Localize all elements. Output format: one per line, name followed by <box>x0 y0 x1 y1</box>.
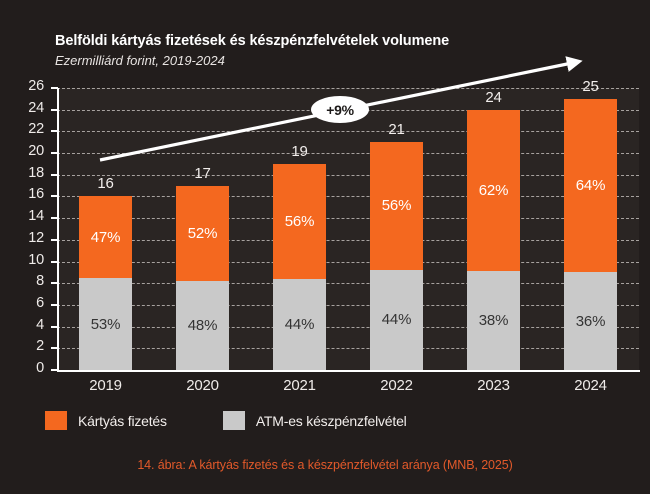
chart-subtitle: Ezermilliárd forint, 2019-2024 <box>55 53 225 68</box>
x-axis-line <box>57 370 640 372</box>
stacked-bar[interactable]: 47% 53% <box>79 196 132 370</box>
gridline <box>57 218 639 220</box>
bar-segment-label: 47% <box>90 228 121 246</box>
y-tick-label: 16 <box>28 186 44 203</box>
bar-total-label: 16 <box>97 175 114 193</box>
gridline <box>57 348 639 350</box>
y-tick-label: 14 <box>28 208 44 225</box>
stacked-bar[interactable]: 56% 44% <box>370 142 423 370</box>
x-tick-label-2023: 2023 <box>477 377 510 394</box>
bar-segment-label: 62% <box>478 181 509 199</box>
y-tick-mark <box>51 282 58 285</box>
legend-label: Kártyás fizetés <box>78 412 167 429</box>
y-tick-label: 22 <box>28 121 44 138</box>
y-tick-mark <box>51 195 58 198</box>
stacked-bar[interactable]: 52% 48% <box>176 185 229 370</box>
y-axis-line <box>57 88 59 371</box>
bar-segment-atm-withdrawal[interactable]: 38% <box>467 271 520 370</box>
y-tick-mark <box>51 152 58 155</box>
bar-total-label: 25 <box>582 77 599 95</box>
y-tick-mark <box>51 87 58 89</box>
bar-total-label: 19 <box>291 142 308 160</box>
y-tick-mark <box>51 369 58 371</box>
y-tick-label: 20 <box>28 143 44 160</box>
bar-segment-card-payment[interactable]: 64% <box>564 98 617 273</box>
bar-segment-label: 56% <box>381 197 412 215</box>
y-tick-label: 2 <box>36 338 44 355</box>
legend-item-atm-withdrawal[interactable]: ATM-es készpénzfelvétel <box>222 411 407 430</box>
gridline <box>57 261 639 263</box>
bar-segment-atm-withdrawal[interactable]: 44% <box>273 279 326 370</box>
bar-segment-label: 53% <box>90 315 121 333</box>
chart-title: Belföldi kártyás fizetések és készpénzfe… <box>55 33 450 49</box>
bar-total-label: 24 <box>485 88 502 106</box>
bar-segment-atm-withdrawal[interactable]: 53% <box>79 278 132 370</box>
gridline <box>57 153 639 155</box>
y-tick-label: 24 <box>28 99 44 116</box>
y-tick-mark <box>51 217 58 220</box>
y-tick-mark <box>51 130 58 133</box>
x-tick-label-2021: 2021 <box>283 377 316 394</box>
y-tick-label: 8 <box>36 273 44 290</box>
y-tick-label: 10 <box>28 251 44 268</box>
x-tick-label-2019: 2019 <box>89 377 122 394</box>
y-tick-mark <box>51 260 58 263</box>
gridline <box>57 283 639 285</box>
bar-segment-card-payment[interactable]: 52% <box>176 185 229 282</box>
gridline <box>57 174 639 176</box>
bar-segment-label: 36% <box>575 312 606 330</box>
bar-total-label: 17 <box>194 164 211 182</box>
gridline <box>57 196 639 198</box>
plot-area <box>57 88 639 370</box>
bar-segment-card-payment[interactable]: 56% <box>273 163 326 280</box>
y-tick-mark <box>51 325 58 328</box>
bar-segment-label: 44% <box>381 311 412 329</box>
gridline <box>57 326 639 328</box>
y-tick-mark <box>51 108 58 111</box>
y-tick-mark <box>51 173 58 176</box>
x-tick-label-2022: 2022 <box>380 377 413 394</box>
legend-item-card-payment[interactable]: Kártyás fizetés <box>45 411 167 430</box>
bar-segment-atm-withdrawal[interactable]: 36% <box>564 272 617 370</box>
bar-segment-label: 52% <box>187 225 218 243</box>
legend-swatch-icon <box>222 411 245 430</box>
gridline <box>57 239 639 241</box>
y-tick-mark <box>51 238 58 241</box>
y-tick-mark <box>51 303 58 306</box>
bar-segment-label: 44% <box>284 316 315 334</box>
legend-label: ATM-es készpénzfelvétel <box>255 412 407 429</box>
x-tick-label-2020: 2020 <box>186 377 219 394</box>
bar-segment-label: 56% <box>284 213 315 231</box>
bar-segment-label: 48% <box>187 317 218 335</box>
bar-segment-card-payment[interactable]: 62% <box>467 109 520 272</box>
stacked-bar[interactable]: 62% 38% <box>467 109 520 370</box>
bar-segment-label: 38% <box>478 312 509 330</box>
y-tick-label: 4 <box>36 316 44 333</box>
bar-segment-atm-withdrawal[interactable]: 44% <box>370 269 423 370</box>
y-tick-label: 12 <box>28 229 44 246</box>
stacked-bar[interactable]: 64% 36% <box>564 98 617 370</box>
growth-badge: +9% <box>311 96 369 123</box>
growth-badge-label: +9% <box>326 101 354 118</box>
bar-total-label: 21 <box>388 121 405 139</box>
y-tick-label: 26 <box>28 78 44 94</box>
y-tick-mark <box>51 347 58 350</box>
chart-legend: Kártyás fizetés ATM-es készpénzfelvétel <box>45 411 463 430</box>
y-tick-label: 18 <box>28 164 44 181</box>
x-tick-label-2024: 2024 <box>574 377 607 394</box>
y-tick-label: 0 <box>36 360 44 376</box>
stacked-bar[interactable]: 56% 44% <box>273 163 326 370</box>
legend-swatch-icon <box>45 411 67 430</box>
y-tick-label: 6 <box>36 294 44 311</box>
bar-segment-atm-withdrawal[interactable]: 48% <box>176 281 229 370</box>
gridline <box>57 304 639 306</box>
figure-caption: 14. ábra: A kártyás fizetés és a készpén… <box>137 458 513 472</box>
bar-segment-card-payment[interactable]: 47% <box>79 196 132 279</box>
bar-segment-label: 64% <box>575 177 606 195</box>
bar-segment-card-payment[interactable]: 56% <box>370 142 423 270</box>
gridline <box>57 131 639 133</box>
gridline <box>57 88 639 89</box>
